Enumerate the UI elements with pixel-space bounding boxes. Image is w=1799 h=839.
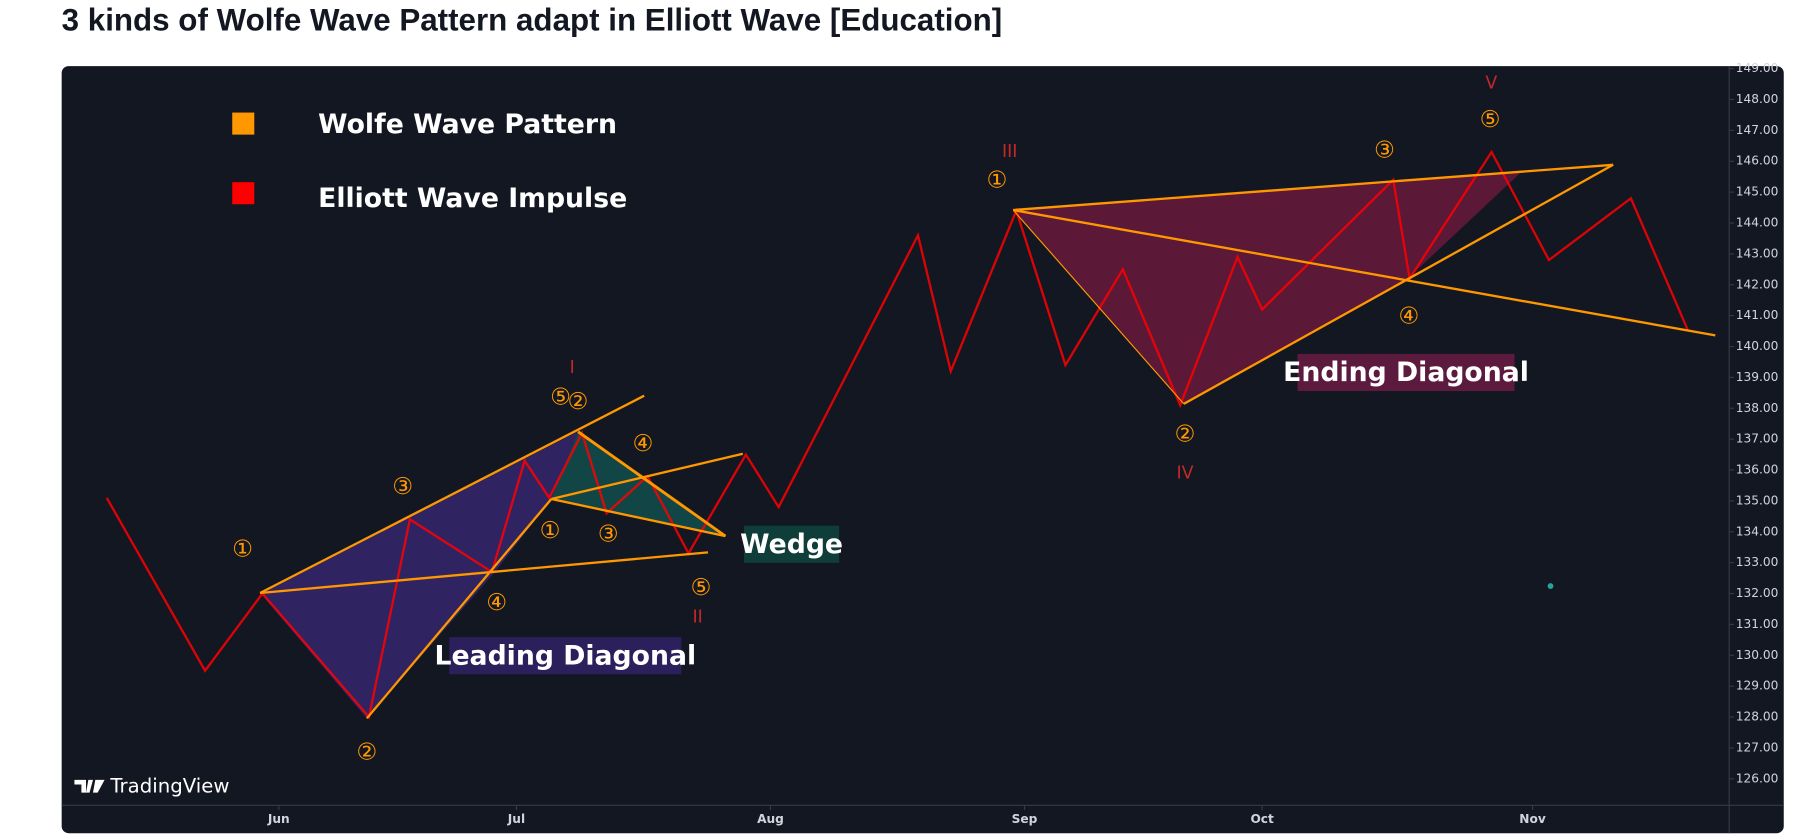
pattern-fill [1013,172,1521,404]
y-tick-label: 147.00 [1736,123,1779,137]
wave-count: ③ [392,473,413,500]
marker-dot [1547,583,1554,589]
y-tick-label: 143.00 [1736,246,1779,260]
y-tick-label: 137.00 [1736,432,1779,446]
price-line [105,149,1690,720]
wave-count: ④ [486,589,507,616]
pattern-line [1012,209,1185,405]
y-tick-label: 146.00 [1736,154,1779,168]
chart-title: 3 kinds of Wolfe Wave Pattern adapt in E… [62,2,1003,37]
y-tick-label: 129.00 [1736,679,1779,693]
wave-count: ① [540,517,561,544]
x-tick-label: Jul [507,812,525,826]
wave-count: ② [356,739,377,766]
y-tick-label: 142.00 [1736,277,1779,291]
annotation-label: Wedge [740,529,843,560]
legend-swatch [232,182,255,205]
annotation-label: Ending Diagonal [1283,357,1529,388]
wave-count: ③ [1374,136,1395,163]
pattern-line [365,498,553,720]
y-tick-label: 132.00 [1736,586,1779,600]
wave-count: ② [568,388,589,415]
pattern-line [577,430,727,538]
wave-count: ⑤ [550,384,571,411]
wave-count: ⑤ [1480,106,1501,133]
x-tick-label: Oct [1250,812,1274,826]
y-tick-label: 131.00 [1736,617,1779,631]
wave-label: I [570,358,575,378]
y-tick-label: 149.00 [1736,61,1779,75]
pattern-line [259,551,709,595]
pattern-line [1183,163,1614,405]
y-tick-label: 140.00 [1736,339,1779,353]
y-tick-label: 127.00 [1736,740,1779,754]
wave-count: ① [987,167,1008,194]
wave-count: ③ [598,520,619,547]
legend-label: Elliott Wave Impulse [318,183,627,214]
pattern-line [1013,163,1614,212]
plot-layer: 126.00 127.00 128.00 129.00 130.00 131.00 132.… [74,61,1778,826]
y-tick-label: 148.00 [1736,92,1779,106]
watermark: TradingView [109,774,229,797]
y-tick-label: 141.00 [1736,308,1779,322]
y-tick-label: 136.00 [1736,463,1779,477]
pattern-line [259,394,645,595]
wave-count: ⑤ [691,574,712,601]
wave-count: ④ [633,430,654,457]
pattern-line [551,452,744,501]
x-tick-label: Nov [1519,812,1546,826]
x-tick-label: Sep [1012,812,1038,826]
y-tick-label: 134.00 [1736,524,1779,538]
pattern-fill [260,431,579,719]
y-tick-label: 130.00 [1736,648,1779,662]
wave-label: II [692,607,702,627]
annotation-box [449,637,682,675]
annotation-label: Leading Diagonal [434,640,696,671]
wave-count: ② [1175,421,1196,448]
y-tick-label: 128.00 [1736,710,1779,724]
wave-count: ④ [1399,302,1420,329]
chart-panel [61,66,1784,834]
annotation-box [1297,353,1515,392]
y-tick-label: 139.00 [1736,370,1779,384]
y-tick-label: 126.00 [1736,771,1779,785]
legend-label: Wolfe Wave Pattern [318,109,617,140]
pattern-line [551,497,726,538]
annotation-box [744,525,840,563]
wave-count: ① [232,536,253,563]
wave-label: IV [1176,463,1193,483]
y-tick-label: 133.00 [1736,555,1779,569]
legend-swatch [232,112,255,135]
wave-label: V [1485,74,1497,94]
y-tick-label: 144.00 [1736,216,1779,230]
wave-label: III [1002,142,1017,162]
watermark-logo [74,779,105,793]
y-tick-label: 138.00 [1736,401,1779,415]
x-tick-label: Aug [757,812,784,826]
y-tick-label: 135.00 [1736,493,1779,507]
x-tick-label: Jun [267,812,290,826]
pattern-line [1013,208,1716,337]
y-tick-label: 145.00 [1736,185,1779,199]
